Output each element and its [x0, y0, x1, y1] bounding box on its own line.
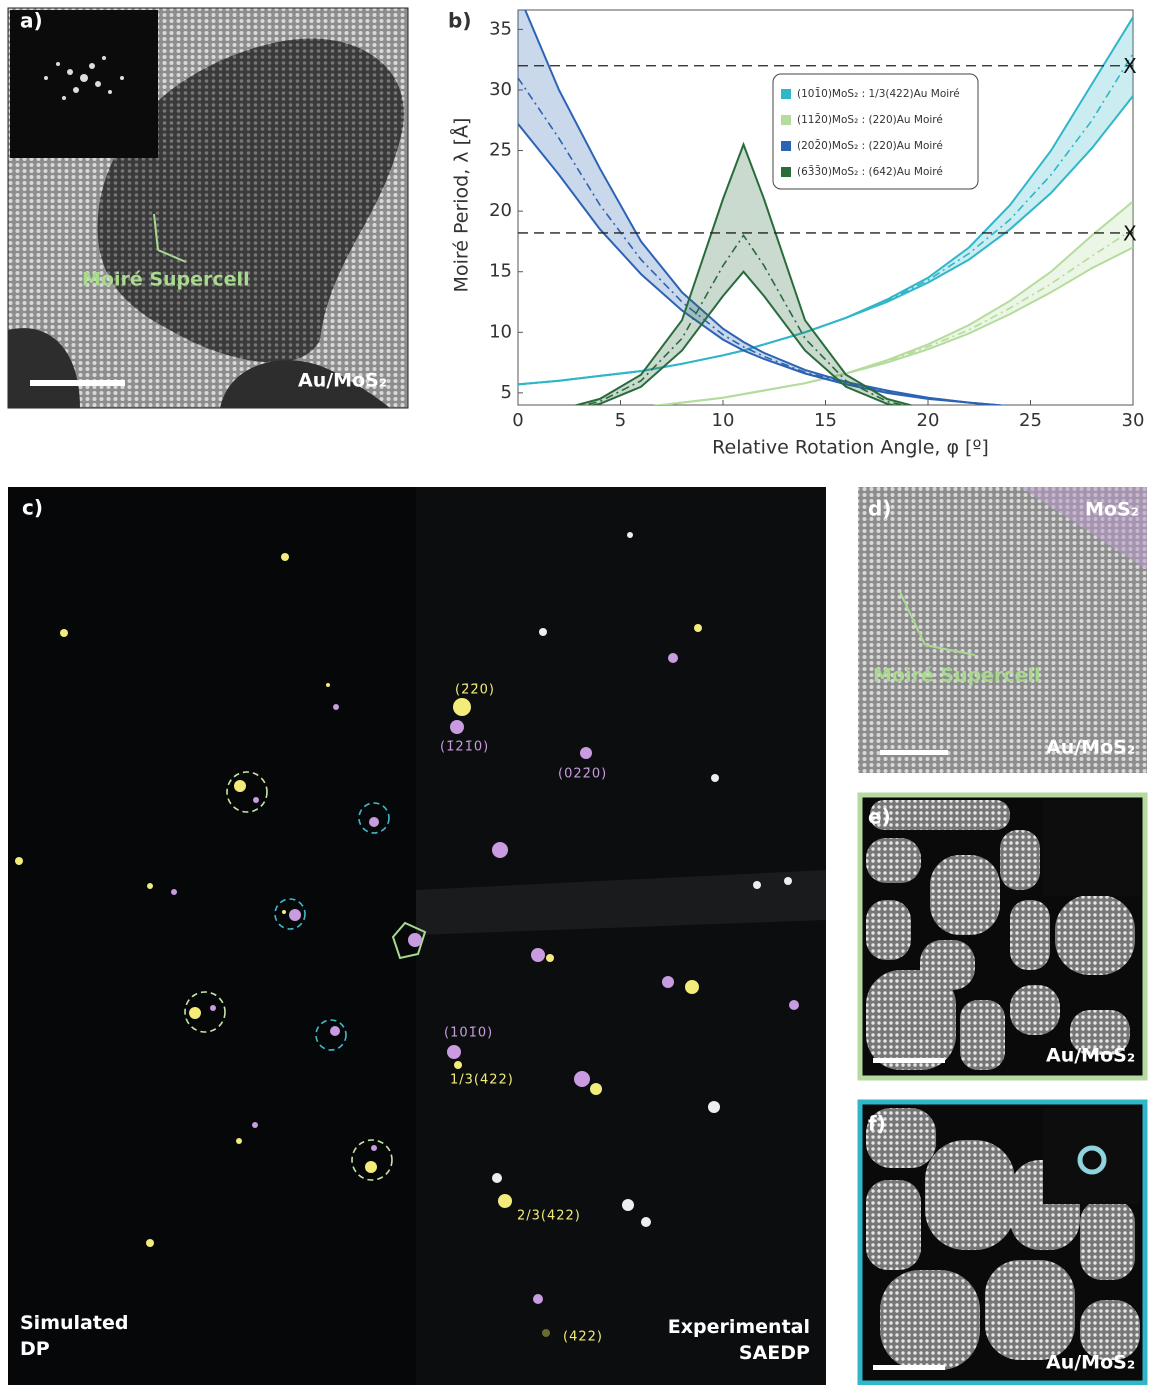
panel-c: c) (2̄2̄0) (1̄21̄0) (022̄0) (101̄0) 1/3(…: [8, 487, 826, 1385]
series-line: [518, 229, 1133, 414]
y-tick-label: 30: [489, 79, 512, 100]
x-tick-label: 10: [712, 410, 735, 431]
y-axis-label: Moiré Period, λ [Å]: [450, 118, 473, 293]
caption-box: Experimental SAEDP: [650, 1314, 810, 1374]
sample-label: Au/MoS₂: [1046, 1045, 1135, 1067]
figure: a) Moiré Supercell Au/MoS₂ 0510152025305…: [0, 0, 1151, 1385]
legend-label: (112̄0)MoS₂ : (220)Au Moiré: [797, 113, 943, 126]
y-tick-label: 25: [489, 140, 512, 161]
legend-swatch: [781, 167, 791, 177]
legend-label: (101̄0)MoS₂ : 1/3(422)Au Moiré: [797, 87, 960, 100]
x-tick-label: 0: [512, 410, 523, 431]
y-tick-label: 20: [489, 200, 512, 221]
spot-label: 1/3(422): [450, 1073, 514, 1088]
scale-bar: [873, 1365, 945, 1370]
annotation: Moiré Supercell: [82, 269, 250, 291]
y-tick-label: 15: [489, 261, 512, 282]
fft-inset: [1043, 1108, 1141, 1204]
panel-f: f) Au/MoS₂: [860, 1102, 1145, 1383]
sample-label: Au/MoS₂: [1046, 737, 1135, 759]
panel-label: f): [868, 1112, 886, 1136]
scale-bar: [873, 1058, 945, 1063]
spot-label: (101̄0): [444, 1026, 493, 1041]
scale-bar: [30, 380, 125, 386]
x-axis-label: Relative Rotation Angle, φ [º]: [712, 437, 989, 459]
legend-label: (63̄3̄0)MoS₂ : (642)Au Moiré: [797, 165, 943, 178]
sample-label: Au/MoS₂: [1046, 1352, 1135, 1374]
spot-label: (1̄21̄0): [440, 740, 489, 755]
panel-label: e): [868, 805, 891, 829]
plot-area: [518, 0, 1133, 427]
x-tick-label: 25: [1019, 410, 1042, 431]
spot-label: 2/3(422): [517, 1209, 581, 1224]
x-tick-label: 30: [1122, 410, 1145, 431]
legend-label: (202̄0)MoS₂ : (220)Au Moiré: [797, 139, 943, 152]
panel-a: a) Moiré Supercell Au/MoS₂: [8, 8, 408, 408]
y-tick-label: 35: [489, 18, 512, 39]
spot-label: (022̄0): [558, 767, 607, 782]
panel-d: d) MoS₂ Moiré Supercell Au/MoS₂: [858, 487, 1147, 773]
experimental-half: [416, 487, 826, 1385]
y-tick-label: 10: [489, 321, 512, 342]
panel-label: b): [448, 9, 471, 33]
annotation: Moiré Supercell: [873, 665, 1041, 687]
x-tick-label: 20: [917, 410, 940, 431]
x-tick-label: 15: [814, 410, 837, 431]
panel-e: e) Au/MoS₂: [860, 795, 1145, 1078]
region-label: MoS₂: [1085, 499, 1139, 521]
sample-label: Au/MoS₂: [298, 370, 387, 392]
spot-label: (2̄2̄0): [455, 683, 495, 698]
right-caption: Experimental SAEDP: [650, 1314, 810, 1366]
x-tick-label: 5: [615, 410, 626, 431]
scale-bar: [880, 750, 948, 755]
reference-label: X: [1123, 54, 1137, 78]
fft-inset: [1043, 800, 1141, 896]
y-tick-label: 5: [501, 382, 512, 403]
legend-swatch: [781, 89, 791, 99]
legend-swatch: [781, 115, 791, 125]
left-caption: Simulated DP: [20, 1310, 140, 1362]
legend-swatch: [781, 141, 791, 151]
caption-box: Simulated DP: [20, 1310, 170, 1370]
reference-label: X: [1123, 221, 1137, 245]
spot-label: (422): [563, 1330, 603, 1345]
panel-label: c): [22, 496, 43, 520]
panel-label: d): [868, 497, 891, 521]
panel-label: a): [20, 9, 43, 33]
band-lower: [518, 248, 1133, 415]
